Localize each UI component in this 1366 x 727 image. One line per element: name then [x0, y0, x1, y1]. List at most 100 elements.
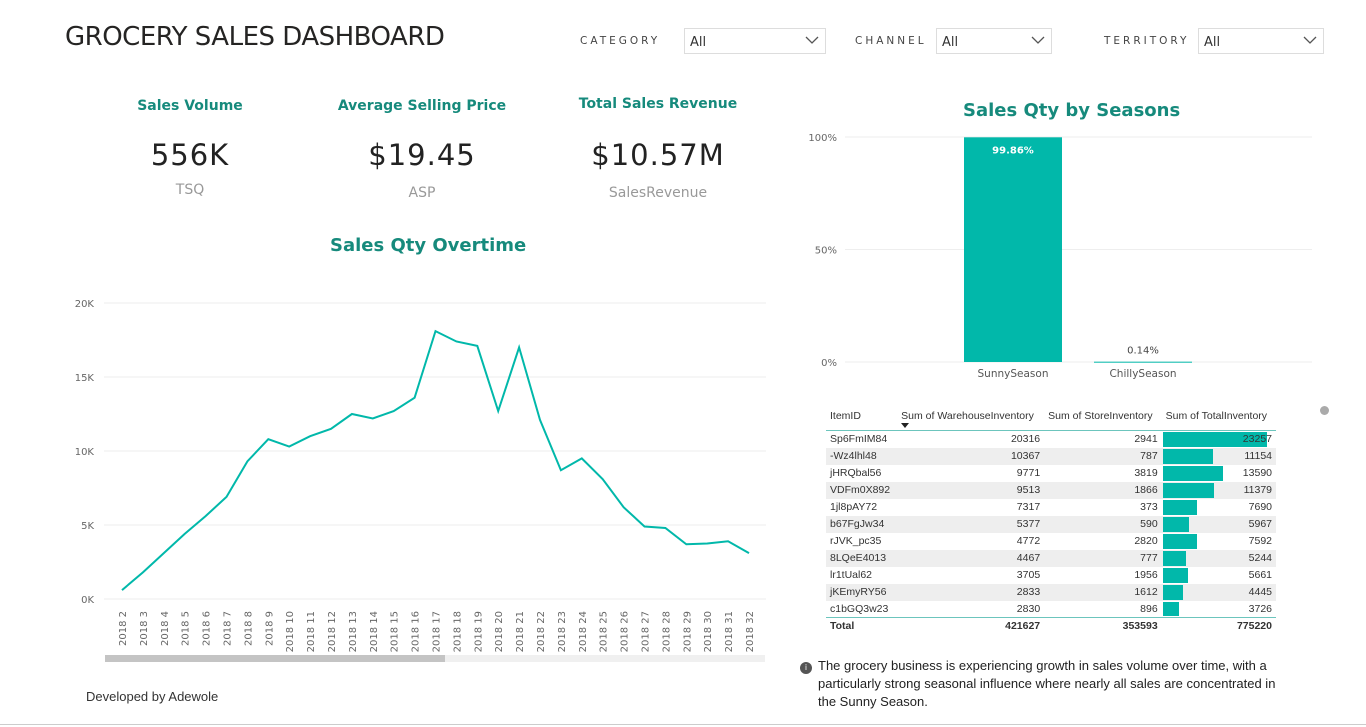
x-tick-label: 2018 8 — [243, 611, 254, 646]
table-row: rJVK_pc35 4772 2820 7592 — [826, 533, 1276, 550]
column-header[interactable]: Sum of WarehouseInventory — [897, 404, 1044, 431]
data-bar — [1162, 432, 1267, 447]
x-tick-label: 2018 29 — [682, 611, 693, 652]
x-tick-label: 2018 17 — [432, 611, 443, 652]
footer-credit: Developed by Adewole — [86, 689, 219, 704]
x-tick-label: 2018 4 — [160, 611, 171, 646]
table-cell: 2941 — [1134, 433, 1158, 446]
x-tick-label: 2018 31 — [724, 611, 735, 652]
x-category-label: ChillySeason — [1109, 368, 1176, 380]
insight-text: The grocery business is experiencing gro… — [818, 658, 1276, 709]
table-cell: c1bGQ3w23 — [830, 602, 889, 615]
table-cell: 2820 — [1134, 535, 1158, 547]
table-row: 1jl8pAY72 7317 373 7690 — [826, 499, 1276, 516]
dropdown-value: All — [1204, 35, 1221, 50]
total-inventory-cell: 11379 — [1162, 482, 1276, 499]
kpi-subtitle: ASP — [408, 185, 436, 201]
table-row: jHRQbal56 9771 3819 13590 — [826, 465, 1276, 482]
table-cell: 1866 — [1134, 484, 1158, 496]
bar-chart-title: Sales Qty by Seasons — [963, 100, 1181, 121]
table-cell: 373 — [1140, 501, 1158, 513]
kpi-value: $10.57M — [591, 138, 725, 172]
total-inventory-cell: 4445 — [1162, 584, 1276, 601]
x-tick-label: 2018 6 — [202, 611, 213, 646]
total-inventory-cell: 11154 — [1162, 448, 1276, 465]
column-header[interactable]: Sum of TotalInventory — [1165, 410, 1268, 422]
table-cell: VDFm0X892 — [830, 484, 891, 496]
x-tick-label: 2018 28 — [661, 611, 672, 652]
total-inventory-cell: 5244 — [1162, 550, 1276, 567]
x-tick-label: 2018 27 — [641, 611, 652, 652]
data-bar — [1162, 584, 1183, 600]
table-row: jKEmyRY56 2833 1612 4445 — [826, 583, 1276, 601]
total-cell: 775220 — [1236, 620, 1272, 633]
x-tick-label: 2018 32 — [745, 611, 756, 652]
filter-label-channel: CHANNEL — [855, 35, 927, 47]
table-row: lr1tUal62 3705 1956 5661 — [826, 567, 1276, 584]
territory-dropdown[interactable]: All — [1198, 28, 1324, 54]
dropdown-value: All — [942, 35, 959, 50]
table-row: b67FgJw34 5377 590 5967 — [826, 515, 1276, 533]
y-tick-label: 20K — [75, 299, 95, 310]
bar-data-label: 0.14% — [1127, 346, 1159, 357]
chart-scrollbar-track[interactable] — [105, 655, 765, 662]
column-header[interactable]: Sum of StoreInventory — [1048, 410, 1153, 422]
kpi-subtitle: SalesRevenue — [608, 185, 708, 201]
x-tick-label: 2018 12 — [327, 611, 338, 652]
category-dropdown[interactable]: All — [684, 28, 826, 54]
table-row: -Wz4lhl48 10367 787 11154 — [826, 447, 1276, 465]
kpi-value: $19.45 — [368, 138, 476, 172]
table-row: Sp6FmIM84 20316 2941 23257 — [826, 431, 1276, 448]
x-tick-label: 2018 19 — [473, 611, 484, 652]
data-bar — [1162, 499, 1198, 515]
kpi-value: 556K — [150, 138, 230, 172]
divider — [0, 724, 1366, 725]
x-tick-label: 2018 24 — [578, 611, 589, 652]
table-cell: 20316 — [1010, 433, 1041, 446]
data-bar — [1162, 550, 1187, 566]
y-tick-label: 0K — [81, 595, 94, 606]
season-bar — [964, 137, 1062, 362]
table-cell: 3705 — [1016, 569, 1041, 581]
channel-dropdown[interactable]: All — [936, 28, 1052, 54]
data-bar — [1162, 465, 1224, 481]
inventory-table: ItemID Sum of WarehouseInventory Sum of St… — [826, 404, 1276, 635]
table-cell: 896 — [1140, 602, 1158, 615]
table-cell: 9771 — [1016, 467, 1041, 479]
table-cell: 7317 — [1016, 501, 1041, 513]
x-tick-label: 2018 13 — [348, 611, 359, 652]
scroll-indicator[interactable] — [1320, 406, 1329, 415]
table-cell: 777 — [1140, 552, 1158, 564]
data-bar — [1162, 567, 1188, 583]
x-tick-label: 2018 2 — [118, 611, 129, 646]
chart-scrollbar-thumb[interactable] — [105, 655, 445, 662]
total-inventory-cell: 3726 — [1162, 601, 1276, 618]
x-tick-label: 2018 30 — [703, 611, 714, 652]
x-tick-label: 2018 9 — [264, 611, 275, 646]
table-cell: 1612 — [1134, 586, 1158, 598]
sales-qty-line-chart: 0K 5K 10K 15K 20K 2018 2 2018 3 2018 4 2018 5 201… — [75, 299, 766, 652]
dropdown-value: All — [690, 35, 707, 50]
total-inventory-cell: 13590 — [1162, 465, 1276, 482]
y-tick-label: 15K — [75, 373, 95, 384]
table-cell: lr1tUal62 — [830, 569, 873, 581]
total-inventory-cell: 7592 — [1162, 533, 1276, 550]
data-bar — [1162, 516, 1190, 532]
table-cell: rJVK_pc35 — [830, 535, 882, 547]
kpi-title: Sales Volume — [137, 98, 243, 114]
x-tick-label: 2018 14 — [369, 611, 380, 652]
table-cell: 787 — [1140, 450, 1158, 462]
column-header[interactable]: ItemID — [830, 410, 861, 422]
table-cell: b67FgJw34 — [830, 518, 885, 530]
y-tick-label: 50% — [815, 246, 837, 257]
kpi-title: Average Selling Price — [337, 98, 507, 114]
total-inventory-cell: 7690 — [1162, 499, 1276, 516]
total-cell: 353593 — [1122, 620, 1158, 633]
chevron-down-icon — [1031, 36, 1045, 44]
x-tick-label: 2018 7 — [223, 611, 234, 646]
total-inventory-cell: 5967 — [1162, 516, 1276, 533]
total-inventory-cell: 5661 — [1162, 567, 1276, 584]
table-cell: 1956 — [1134, 569, 1158, 581]
table-cell: -Wz4lhl48 — [830, 450, 877, 462]
y-tick-label: 5K — [81, 521, 94, 532]
